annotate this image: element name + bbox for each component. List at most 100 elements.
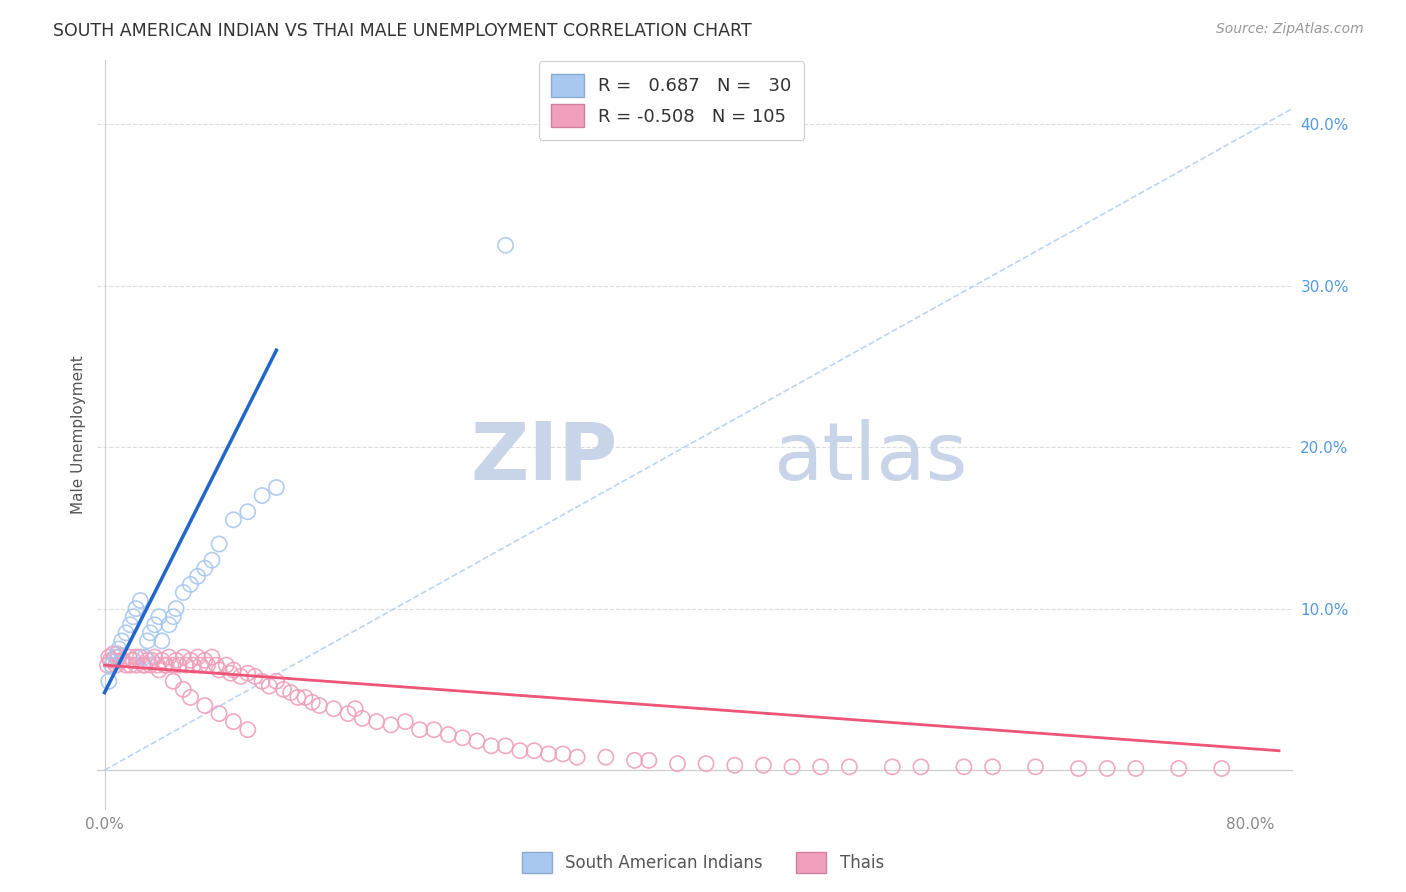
Point [143, 650, 166, 665]
Point [179, 653, 201, 667]
Point [294, 690, 316, 705]
Point [111, 653, 134, 667]
Point [187, 569, 209, 583]
Point [157, 617, 180, 632]
Text: SOUTH AMERICAN INDIAN VS THAI MALE UNEMPLOYMENT CORRELATION CHART: SOUTH AMERICAN INDIAN VS THAI MALE UNEMP… [53, 22, 752, 40]
Point [118, 650, 141, 665]
Point [97, 650, 120, 665]
Point [104, 658, 127, 673]
Legend: South American Indians, Thais: South American Indians, Thais [516, 846, 890, 880]
Point [179, 577, 201, 591]
Point [132, 658, 155, 673]
Point [352, 711, 374, 725]
Point [509, 744, 531, 758]
Point [695, 756, 717, 771]
Point [780, 760, 803, 774]
Point [222, 714, 245, 729]
Point [537, 747, 560, 761]
Point [752, 758, 775, 772]
Point [208, 706, 231, 721]
Point [222, 513, 245, 527]
Point [100, 658, 122, 673]
Point [337, 706, 360, 721]
Point [162, 658, 184, 673]
Point [108, 650, 131, 665]
Point [165, 653, 187, 667]
Point [205, 658, 228, 673]
Point [97, 674, 120, 689]
Point [122, 609, 145, 624]
Text: Source: ZipAtlas.com: Source: ZipAtlas.com [1216, 22, 1364, 37]
Point [495, 238, 517, 252]
Point [273, 682, 295, 697]
Point [194, 698, 217, 713]
Point [322, 702, 344, 716]
Point [1167, 762, 1189, 776]
Point [1067, 762, 1090, 776]
Point [882, 760, 904, 774]
Point [197, 658, 219, 673]
Point [162, 674, 184, 689]
Point [408, 723, 430, 737]
Point [380, 718, 402, 732]
Point [108, 642, 131, 657]
Point [153, 658, 176, 673]
Point [167, 658, 190, 673]
Y-axis label: Male Unemployment: Male Unemployment [72, 356, 86, 515]
Point [136, 653, 159, 667]
Point [394, 714, 416, 729]
Point [162, 609, 184, 624]
Point [155, 658, 177, 673]
Point [623, 753, 645, 767]
Point [810, 760, 832, 774]
Point [280, 685, 302, 699]
Point [148, 609, 170, 624]
Point [101, 647, 124, 661]
Point [981, 760, 1004, 774]
Point [165, 601, 187, 615]
Point [120, 617, 142, 632]
Point [250, 489, 273, 503]
Point [104, 650, 127, 665]
Point [266, 674, 288, 689]
Point [134, 658, 156, 673]
Point [194, 561, 217, 575]
Point [1125, 762, 1147, 776]
Point [308, 698, 330, 713]
Point [1211, 762, 1233, 776]
Point [201, 553, 224, 567]
Point [157, 650, 180, 665]
Point [172, 650, 194, 665]
Point [465, 734, 488, 748]
Point [366, 714, 388, 729]
Point [141, 653, 163, 667]
Point [208, 663, 231, 677]
Point [551, 747, 574, 761]
Point [129, 593, 152, 607]
Point [136, 634, 159, 648]
Point [194, 653, 217, 667]
Point [437, 728, 460, 742]
Point [125, 601, 148, 615]
Point [112, 653, 135, 667]
Point [148, 663, 170, 677]
Point [179, 690, 201, 705]
Text: ZIP: ZIP [471, 418, 617, 497]
Point [150, 634, 173, 648]
Point [181, 658, 204, 673]
Point [495, 739, 517, 753]
Point [229, 669, 252, 683]
Point [190, 658, 212, 673]
Point [172, 682, 194, 697]
Text: atlas: atlas [773, 418, 967, 497]
Point [129, 650, 152, 665]
Point [139, 658, 162, 673]
Point [134, 650, 156, 665]
Legend: R =   0.687   N =   30, R = -0.508   N = 105: R = 0.687 N = 30, R = -0.508 N = 105 [538, 62, 804, 140]
Point [125, 658, 148, 673]
Point [266, 481, 288, 495]
Point [451, 731, 474, 745]
Point [111, 634, 134, 648]
Point [120, 658, 142, 673]
Point [172, 585, 194, 599]
